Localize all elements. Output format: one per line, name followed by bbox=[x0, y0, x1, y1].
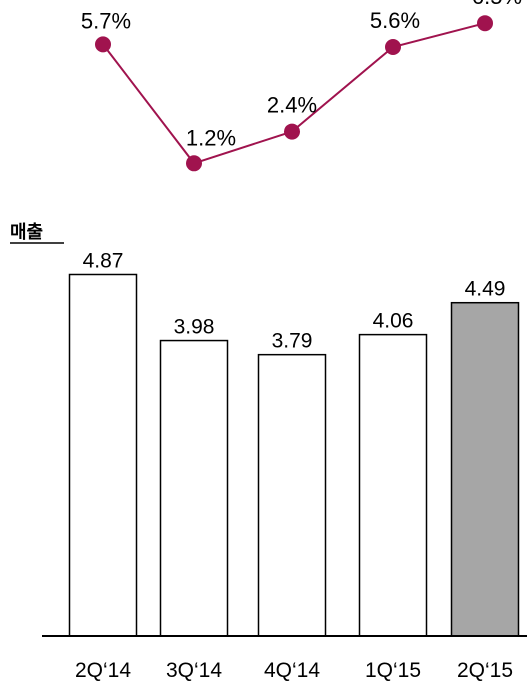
x-tick-label-4: 1Q‘15 bbox=[365, 659, 421, 682]
sales-value-label-3: 3.79 bbox=[272, 330, 313, 353]
x-tick-label-3: 4Q‘14 bbox=[264, 659, 320, 682]
x-tick-label-1: 2Q‘14 bbox=[75, 659, 131, 682]
sales-bar-3 bbox=[257, 353, 327, 637]
bar-chart: 4.87 3.98 3.79 4.06 4.49 bbox=[68, 249, 520, 637]
growth-value-label-4: 5.6% bbox=[370, 8, 420, 33]
growth-marker-5 bbox=[477, 15, 493, 32]
sales-value-label-2: 3.98 bbox=[174, 316, 215, 339]
sales-bar-4 bbox=[358, 333, 428, 637]
sales-section-title: 매출 bbox=[10, 222, 43, 242]
growth-marker-4 bbox=[385, 39, 401, 55]
growth-value-label-5: 6.5% bbox=[472, 0, 522, 9]
sales-value-label-1: 4.87 bbox=[83, 249, 124, 272]
growth-marker-2 bbox=[186, 155, 202, 172]
sales-bar-1 bbox=[68, 273, 138, 637]
growth-marker-3 bbox=[284, 123, 300, 140]
sales-value-label-5: 4.49 bbox=[465, 278, 506, 301]
x-tick-label-2: 3Q‘14 bbox=[166, 659, 222, 682]
growth-value-label-1: 5.7% bbox=[81, 8, 131, 33]
x-axis-ticks: 2Q‘14 3Q‘14 4Q‘14 1Q‘15 2Q‘15 bbox=[75, 659, 513, 682]
sales-value-label-4: 4.06 bbox=[373, 310, 414, 333]
growth-value-label-2: 1.2% bbox=[186, 125, 236, 150]
sales-bar-2 bbox=[159, 339, 229, 637]
line-chart: 5.7% 1.2% 2.4% 5.6% 6.5% bbox=[81, 0, 522, 172]
sales-bar-5 bbox=[450, 301, 520, 637]
growth-value-label-3: 2.4% bbox=[267, 93, 317, 118]
growth-marker-1 bbox=[95, 36, 111, 53]
x-tick-label-5: 2Q‘15 bbox=[457, 659, 513, 682]
